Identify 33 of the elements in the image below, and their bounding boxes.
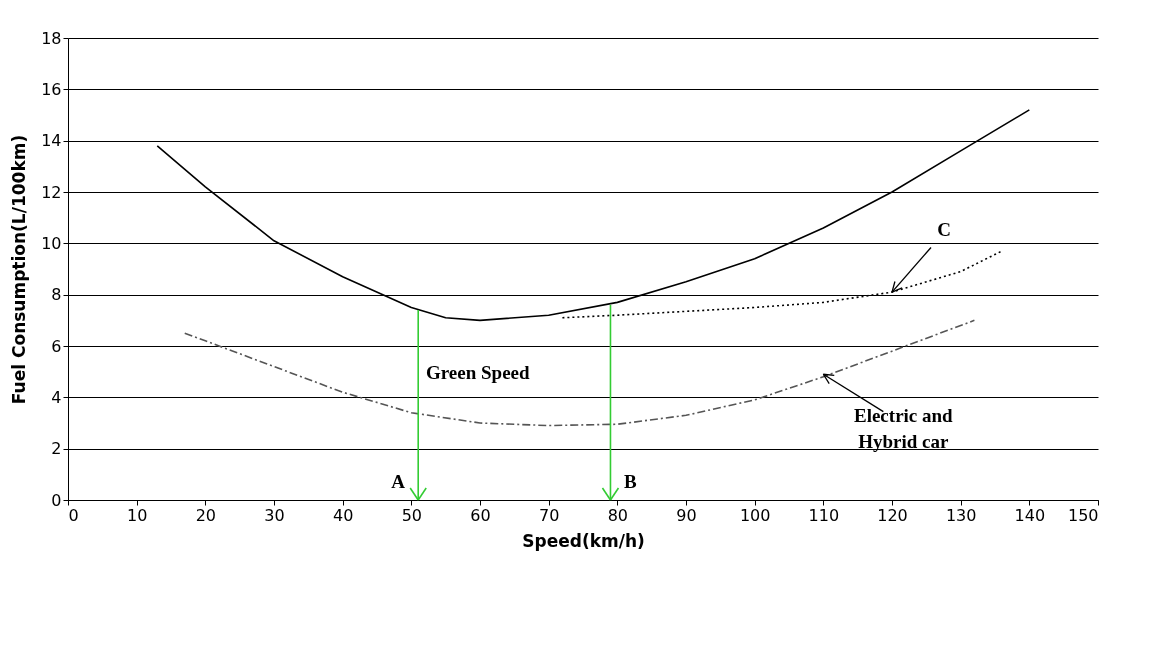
- x-axis-title: Speed(km/h): [522, 530, 645, 551]
- y-tick-label: 12: [41, 182, 62, 202]
- x-tick-label: 110: [808, 505, 840, 525]
- annotation: Electric and Hybrid car: [853, 405, 954, 453]
- x-tick-label: 100: [739, 505, 771, 525]
- y-tick-label: 16: [41, 79, 62, 99]
- y-tick-label: 6: [51, 336, 62, 356]
- annotation: Green Speed: [426, 362, 531, 383]
- x-tick-label: 70: [538, 505, 560, 525]
- x-tick-label: 130: [945, 505, 977, 525]
- x-tick-label: 150: [1067, 505, 1099, 525]
- x-tick-label: 140: [1014, 505, 1046, 525]
- x-tick-label: 40: [332, 505, 354, 525]
- y-tick-label: 0: [51, 490, 62, 510]
- y-tick-label: 10: [41, 233, 62, 253]
- annotation: A: [391, 471, 406, 492]
- x-tick-label: 60: [470, 505, 491, 525]
- y-tick-label: 4: [51, 387, 62, 407]
- x-tick-label: 10: [126, 505, 148, 525]
- x-tick-label: 120: [877, 505, 908, 525]
- y-axis-title: Fuel Consumption(L/100km): [9, 134, 30, 405]
- annotation: C: [937, 219, 951, 241]
- x-tick-label: 90: [676, 505, 697, 525]
- x-tick-label: 20: [195, 505, 217, 525]
- x-tick-label: 80: [607, 505, 629, 525]
- y-tick-label: 18: [41, 28, 62, 48]
- annotation: B: [624, 471, 638, 492]
- y-tick-label: 14: [41, 131, 62, 151]
- y-tick-label: 2: [51, 439, 62, 459]
- x-tick-label: 50: [401, 505, 423, 525]
- y-tick-label: 8: [51, 285, 62, 305]
- x-tick-label: 30: [264, 505, 285, 525]
- x-tick-label: 0: [68, 505, 79, 525]
